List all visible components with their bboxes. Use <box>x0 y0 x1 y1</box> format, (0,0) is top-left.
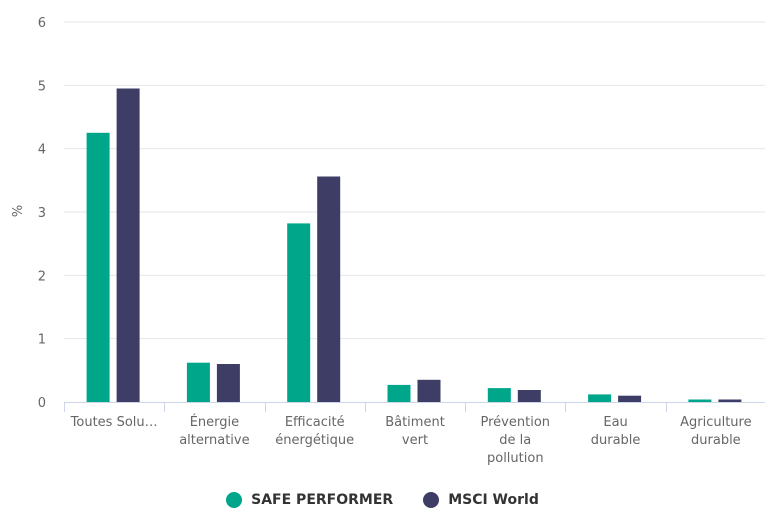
bar-2-5[interactable] <box>518 390 541 402</box>
x-tick-label: Agriculture durable <box>680 415 752 448</box>
bar-2-4[interactable] <box>418 380 441 402</box>
legend-swatch-series-2 <box>423 492 439 508</box>
x-tick-label: Toutes Solu… <box>70 415 158 430</box>
y-tick-label: 3 <box>38 206 46 221</box>
y-tick-label: 0 <box>38 396 46 411</box>
x-tick-label-line: Bâtiment <box>385 415 445 430</box>
bar-2-1[interactable] <box>117 89 140 403</box>
x-tick-label: Efficacité énergétique <box>275 415 354 448</box>
bar-1-6[interactable] <box>588 394 611 402</box>
y-axis-ticks: 0 1 2 3 4 5 6 <box>38 16 46 411</box>
x-tick-label-line: pollution <box>487 451 544 466</box>
legend-swatch-series-1 <box>226 492 242 508</box>
y-axis-label: % <box>11 205 26 217</box>
bar-2-3[interactable] <box>317 177 340 403</box>
y-tick-label: 4 <box>38 143 46 158</box>
legend-item-series-1[interactable]: SAFE PERFORMER <box>226 492 393 508</box>
y-tick-label: 2 <box>38 269 46 284</box>
x-axis-ticks: Toutes Solu… Énergie alternative Efficacité… <box>70 414 752 466</box>
bar-1-3[interactable] <box>287 223 310 402</box>
x-tick-label: Prévention de la pollution <box>481 415 551 466</box>
x-tick-label-line: Énergie <box>190 414 239 430</box>
legend-label-series-2: MSCI World <box>448 492 539 508</box>
x-tick-label-line: énergétique <box>275 433 354 448</box>
x-tick-label-line: Eau <box>603 415 627 430</box>
x-tick-label-line: de la <box>499 433 531 448</box>
x-tick-label-line: durable <box>591 433 641 448</box>
x-tick-label-line: Efficacité <box>285 415 345 430</box>
bar-1-4[interactable] <box>388 385 411 402</box>
x-tick-label-line: durable <box>691 433 741 448</box>
gridlines <box>64 22 765 339</box>
bar-1-5[interactable] <box>488 388 511 402</box>
bar-2-2[interactable] <box>217 364 240 402</box>
x-axis <box>64 402 765 412</box>
y-tick-label: 6 <box>38 16 46 31</box>
bar-1-7[interactable] <box>688 400 711 403</box>
x-tick-label: Eau durable <box>591 415 641 448</box>
bars <box>87 89 742 403</box>
x-tick-label: Énergie alternative <box>179 414 249 448</box>
y-tick-label: 1 <box>38 333 46 348</box>
x-tick-label-line: alternative <box>179 433 249 448</box>
bar-2-7[interactable] <box>718 400 741 403</box>
bar-1-1[interactable] <box>87 133 110 402</box>
legend-item-series-2[interactable]: MSCI World <box>423 492 539 508</box>
x-tick-label-line: vert <box>402 433 428 448</box>
x-tick-label-line: Toutes Solu… <box>70 415 158 430</box>
legend-label-series-1: SAFE PERFORMER <box>251 492 393 508</box>
bar-2-6[interactable] <box>618 396 641 402</box>
x-tick-label-line: Agriculture <box>680 415 752 430</box>
x-tick-label-line: Prévention <box>481 415 551 430</box>
bar-1-2[interactable] <box>187 363 210 402</box>
y-tick-label: 5 <box>38 79 46 94</box>
x-tick-label: Bâtiment vert <box>385 415 445 448</box>
legend: SAFE PERFORMER MSCI World <box>0 489 765 511</box>
